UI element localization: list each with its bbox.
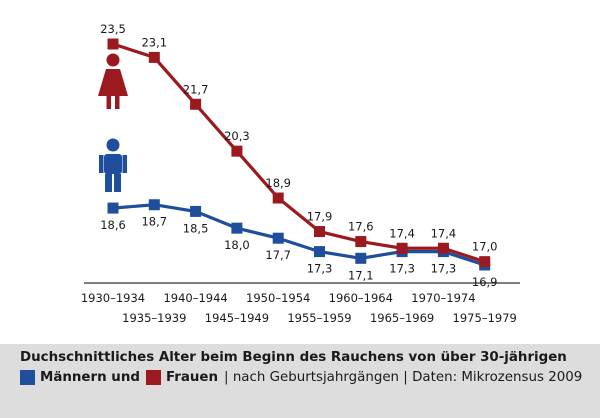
male-person-icon-torso <box>104 154 122 174</box>
female-person-icon-head <box>106 53 120 67</box>
data-label-frauen: 21,7 <box>183 82 209 96</box>
caption-legend: Männern und Frauen | nach Geburtsjahrgän… <box>20 370 582 385</box>
x-tick-label: 1975–1979 <box>453 311 517 325</box>
data-point-frauen <box>479 256 491 268</box>
x-tick-label: 1950–1954 <box>246 291 310 305</box>
male-person-icon-head <box>106 138 120 152</box>
legend-label-frauen: Frauen <box>165 370 219 385</box>
data-label-maenner: 18,0 <box>224 238 250 252</box>
data-label-frauen: 17,9 <box>307 210 333 224</box>
data-point-frauen <box>355 236 367 248</box>
x-tick-label: 1955–1959 <box>287 311 351 325</box>
data-point-frauen <box>231 145 243 157</box>
data-point-maenner <box>355 252 367 264</box>
data-point-frauen <box>396 242 408 254</box>
female-person-icon-leg <box>115 96 120 109</box>
data-label-frauen: 17,4 <box>431 226 457 240</box>
data-point-maenner <box>190 205 202 217</box>
female-person-icon-body <box>98 69 128 96</box>
data-label-maenner: 18,7 <box>141 215 167 229</box>
female-person-icon-leg <box>106 96 111 109</box>
legend-label-maenner: Männern und <box>40 370 140 385</box>
chart: 1930–1934 1935–1939 1940–1944 1945–1949 1950… <box>81 22 520 325</box>
legend-swatch-frauen <box>145 370 161 385</box>
data-point-maenner <box>107 202 119 214</box>
data-label-maenner: 17,7 <box>265 248 291 262</box>
data-label-maenner: 17,3 <box>389 262 415 276</box>
data-label-maenner: 18,6 <box>100 218 126 232</box>
male-person-icon-arm <box>99 155 104 173</box>
data-label-frauen: 17,0 <box>472 240 498 254</box>
data-label-maenner: 17,3 <box>431 262 457 276</box>
caption-source: | nach Geburtsjahrgängen | Daten: Mikroz… <box>224 370 583 385</box>
data-label-maenner: 17,1 <box>348 268 374 282</box>
male-person-icon-leg <box>105 174 112 192</box>
x-tick-label: 1945–1949 <box>205 311 269 325</box>
x-tick-label: 1965–1969 <box>370 311 434 325</box>
data-point-maenner <box>148 199 160 211</box>
data-label-maenner: 16,9 <box>472 275 498 289</box>
data-point-maenner <box>272 232 284 244</box>
series-line-maenner <box>112 203 486 267</box>
data-label-frauen: 23,5 <box>100 22 126 36</box>
data-point-frauen <box>272 192 284 204</box>
data-label-frauen: 17,4 <box>389 226 415 240</box>
legend-swatch-maenner <box>20 370 35 385</box>
data-point-frauen <box>107 38 119 50</box>
data-point-frauen <box>314 226 325 238</box>
x-tick-label: 1940–1944 <box>163 291 227 305</box>
data-point-frauen <box>190 98 202 110</box>
x-tick-label: 1970–1974 <box>411 291 475 305</box>
data-label-frauen: 23,1 <box>141 35 167 49</box>
male-person-icon-leg <box>114 174 121 192</box>
data-label-frauen: 17,6 <box>348 220 374 234</box>
x-tick-label: 1935–1939 <box>122 311 186 325</box>
caption-box: Duchschnittliches Alter beim Beginn des … <box>0 344 600 418</box>
x-tick-label: 1960–1964 <box>329 291 393 305</box>
data-label-frauen: 20,3 <box>224 129 250 143</box>
series-line-frauen <box>112 42 486 264</box>
data-point-frauen <box>437 242 449 254</box>
x-tick-label: 1930–1934 <box>81 291 145 305</box>
data-label-maenner: 18,5 <box>183 221 209 235</box>
data-label-maenner: 17,3 <box>307 262 333 276</box>
data-point-maenner <box>231 222 243 234</box>
male-person-icon-arm <box>122 155 127 173</box>
data-point-frauen <box>148 51 160 63</box>
data-label-frauen: 18,9 <box>265 176 291 190</box>
data-point-maenner <box>314 246 325 258</box>
caption-title: Duchschnittliches Alter beim Beginn des … <box>20 350 567 365</box>
